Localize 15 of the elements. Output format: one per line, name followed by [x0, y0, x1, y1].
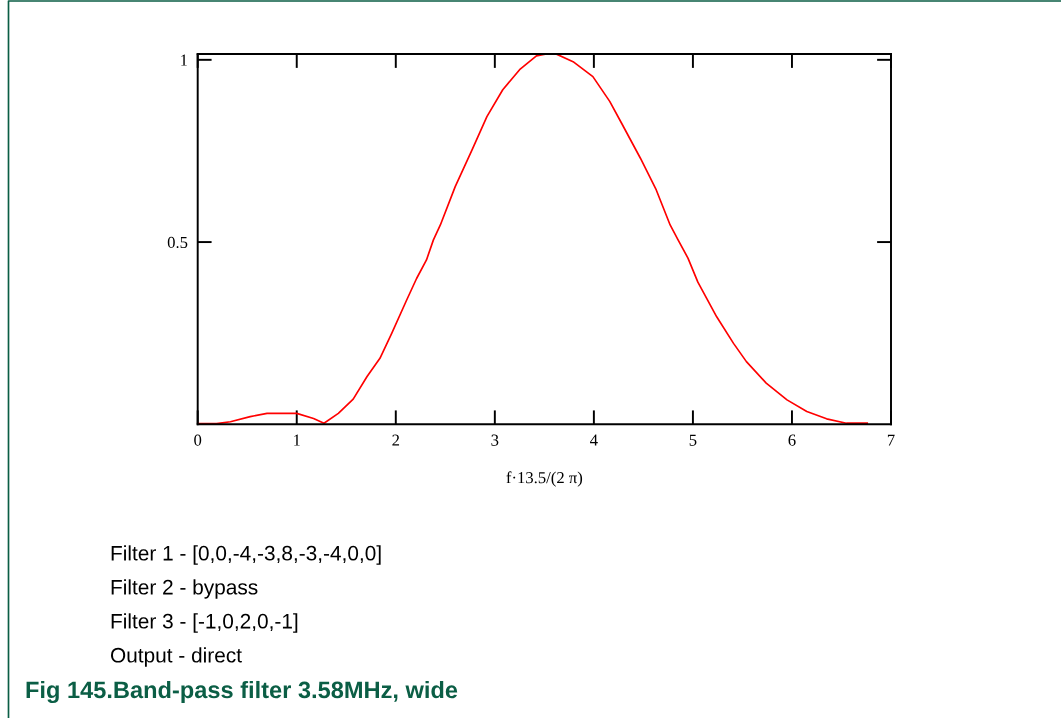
y-tick-label: 0.5 [167, 236, 188, 249]
x-tick-label: 4 [590, 434, 598, 446]
x-tick-label: 2 [392, 434, 400, 446]
x-tick-label: 3 [491, 434, 499, 446]
text: Filter 2 - bypass [111, 579, 258, 599]
text: Filter 3 - [-1,0,2,0,-1] [111, 613, 298, 633]
x-tick-label: 1 [294, 434, 300, 446]
text: Fig 145.Band-pass filter 3.58MHz, wide [26, 680, 458, 704]
x-tick-label: 6 [788, 434, 796, 446]
x-tick-label: 5 [689, 434, 697, 446]
text: Filter 1 - [0,0,-4,-3,8,-3,-4,0,0] [111, 545, 381, 565]
x-tick-label: 7 [887, 434, 895, 446]
text: Output - direct [110, 647, 242, 667]
x-axis-title: f·13.5/(2 π) [506, 471, 583, 487]
x-tick-label: 0 [194, 434, 202, 446]
